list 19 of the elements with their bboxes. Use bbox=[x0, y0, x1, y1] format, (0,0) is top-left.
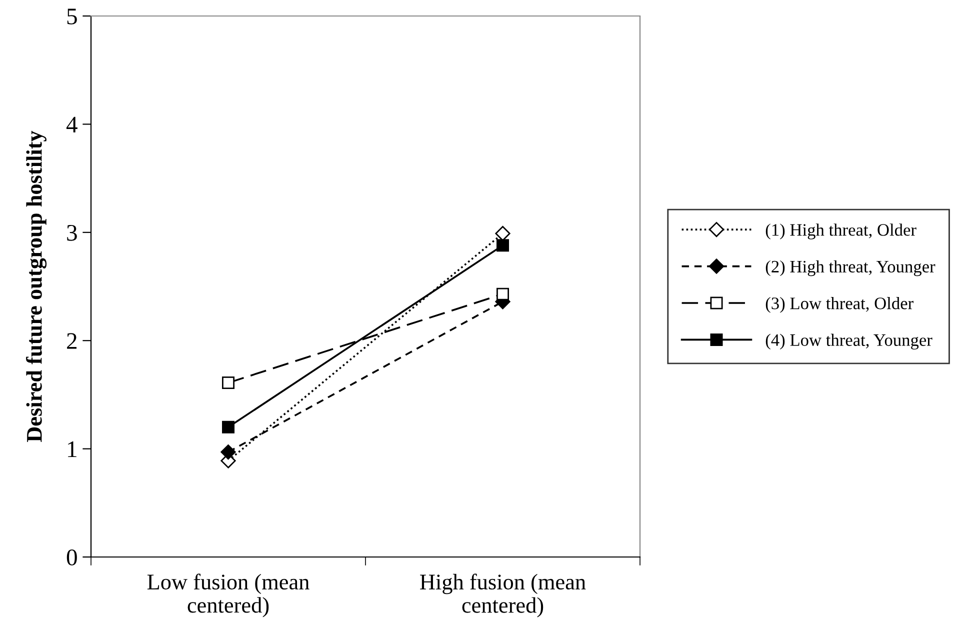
legend-label: (2) High threat, Younger bbox=[766, 260, 936, 276]
y-tick-label: 3 bbox=[67, 224, 77, 241]
point bbox=[220, 444, 236, 460]
point bbox=[222, 376, 234, 390]
x-tick-label: Low fusion (mean centered) bbox=[147, 574, 310, 618]
y-axis-title: Desired future outgroup hostility bbox=[26, 130, 47, 442]
y-tick-label: 5 bbox=[67, 8, 77, 24]
point bbox=[222, 420, 234, 434]
point bbox=[495, 226, 510, 242]
y-tick-label: 2 bbox=[67, 333, 77, 349]
y-tick-label: 0 bbox=[66, 549, 77, 566]
legend-label: (1) High threat, Older bbox=[766, 224, 916, 240]
x-tick-label: High fusion (mean centered) bbox=[420, 574, 586, 618]
y-tick-label: 1 bbox=[68, 441, 76, 457]
y-tick-label: 4 bbox=[66, 116, 78, 132]
point bbox=[496, 288, 509, 300]
legend-label: (4) Low threat, Younger bbox=[766, 334, 932, 350]
legend-label: (3) Low threat, Older bbox=[766, 297, 914, 313]
point bbox=[496, 239, 509, 252]
